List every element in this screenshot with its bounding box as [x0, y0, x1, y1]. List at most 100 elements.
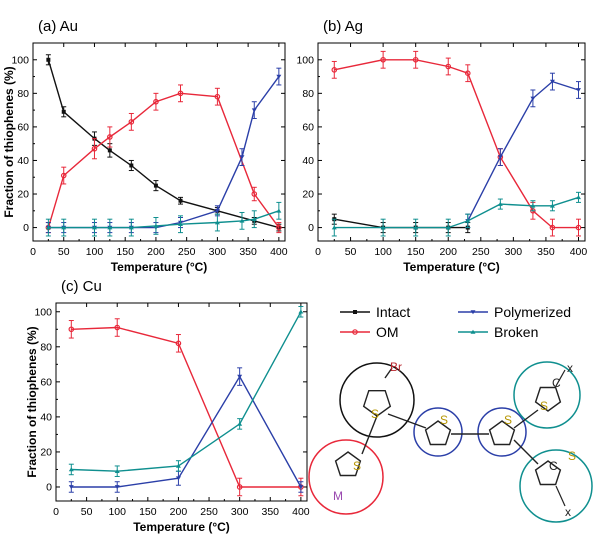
- x-tick-label: 100: [374, 246, 392, 258]
- x-tick-label: 200: [147, 246, 165, 258]
- series-polymerized: [45, 67, 282, 234]
- data-point: [575, 224, 582, 231]
- group-circle: [477, 407, 527, 457]
- atom-label: x: [565, 505, 571, 519]
- data-point: [214, 208, 220, 213]
- thiophene-ring: [488, 420, 516, 446]
- legend-item-polymerized: Polymerized: [458, 304, 571, 320]
- data-point: [575, 195, 581, 200]
- bond: [384, 367, 393, 379]
- data-point: [413, 225, 419, 230]
- series-polymerized: [68, 367, 304, 493]
- bond: [555, 485, 566, 507]
- group-circle: [513, 361, 581, 429]
- series-broken: [45, 201, 282, 237]
- data-point: [68, 326, 75, 333]
- data-point: [91, 145, 98, 152]
- x-axis-title: Temperature (°C): [111, 260, 208, 274]
- atom-label: Br: [390, 360, 402, 374]
- data-point: [445, 225, 451, 230]
- y-tick-label: 20: [40, 446, 52, 458]
- atom-label: S: [504, 413, 512, 427]
- y-tick-label: 40: [40, 411, 52, 423]
- data-point: [380, 225, 386, 230]
- data-point: [60, 172, 67, 179]
- y-tick-label: 40: [302, 155, 314, 167]
- panel-title: (a) Au: [38, 18, 78, 35]
- y-tick-label: 20: [17, 189, 29, 201]
- panel-title: (c) Cu: [61, 278, 102, 295]
- data-point: [214, 93, 221, 100]
- legend-label: Broken: [494, 324, 538, 340]
- bond: [513, 409, 539, 429]
- data-point: [114, 485, 120, 490]
- atom-label: M: [333, 489, 343, 503]
- data-point: [68, 467, 74, 472]
- data-point: [107, 134, 113, 140]
- legend-label: Polymerized: [494, 304, 571, 320]
- x-tick-label: 150: [139, 506, 157, 518]
- data-point: [298, 309, 304, 314]
- y-tick-label: 0: [308, 222, 314, 234]
- y-tick-label: 80: [40, 341, 52, 353]
- atom-label: S: [353, 459, 361, 473]
- plot-frame: [32, 42, 286, 242]
- series-line: [48, 210, 280, 229]
- atom-label: S: [540, 399, 548, 413]
- x-tick-label: 150: [407, 246, 425, 258]
- plot-frame: [317, 42, 586, 242]
- thiophene-ring: [424, 420, 452, 446]
- x-tick-label: 400: [270, 246, 288, 258]
- x-tick-label: 350: [239, 246, 257, 258]
- x-tick-label: 250: [200, 506, 218, 518]
- data-point: [549, 224, 556, 231]
- legend-item-om: OM: [340, 324, 399, 340]
- data-point: [237, 421, 243, 426]
- x-tick-label: 0: [315, 246, 321, 258]
- data-point: [175, 476, 181, 481]
- data-point: [575, 88, 581, 93]
- data-point: [114, 469, 120, 474]
- series-intact: [331, 213, 471, 234]
- x-axis-title: Temperature (°C): [133, 520, 230, 534]
- data-point: [251, 108, 257, 113]
- y-tick-label: 40: [17, 155, 29, 167]
- data-point: [177, 90, 184, 97]
- legend-marker: [352, 329, 358, 335]
- series-line: [47, 59, 280, 229]
- data-point: [239, 218, 245, 223]
- x-tick-label: 300: [209, 246, 227, 258]
- data-point: [530, 203, 536, 208]
- x-tick-label: 400: [292, 506, 310, 518]
- data-point: [175, 463, 181, 468]
- series-om: [68, 318, 304, 497]
- x-tick-label: 400: [570, 246, 588, 258]
- group-circle: [308, 439, 384, 515]
- series-om: [331, 50, 582, 237]
- data-point: [153, 183, 158, 188]
- x-tick-label: 200: [170, 506, 188, 518]
- atom-label: C: [549, 459, 558, 473]
- legend-item-intact: Intact: [340, 304, 410, 320]
- group-circle: [413, 407, 463, 457]
- data-point: [107, 148, 112, 153]
- y-tick-label: 100: [11, 54, 29, 66]
- atom-label: x: [567, 361, 573, 375]
- data-point: [91, 225, 97, 230]
- series-line: [467, 80, 579, 222]
- data-point: [497, 201, 503, 206]
- bond: [387, 413, 427, 429]
- chart-panel-1: 0 50 100 150 200 250 300 350 400 0 20 40 60 80 100 (b) …: [296, 18, 587, 274]
- data-point: [46, 57, 51, 62]
- data-point: [178, 222, 184, 227]
- atom-label: S: [440, 413, 448, 427]
- atom-label: S: [371, 407, 379, 421]
- panel-title: (b) Ag: [323, 18, 363, 35]
- data-point: [61, 109, 66, 114]
- legend-label: Intact: [376, 304, 410, 320]
- y-tick-label: 80: [302, 88, 314, 100]
- data-point: [298, 485, 304, 490]
- data-point: [236, 484, 243, 490]
- thiophene-ring: [534, 386, 562, 412]
- data-point: [549, 203, 555, 208]
